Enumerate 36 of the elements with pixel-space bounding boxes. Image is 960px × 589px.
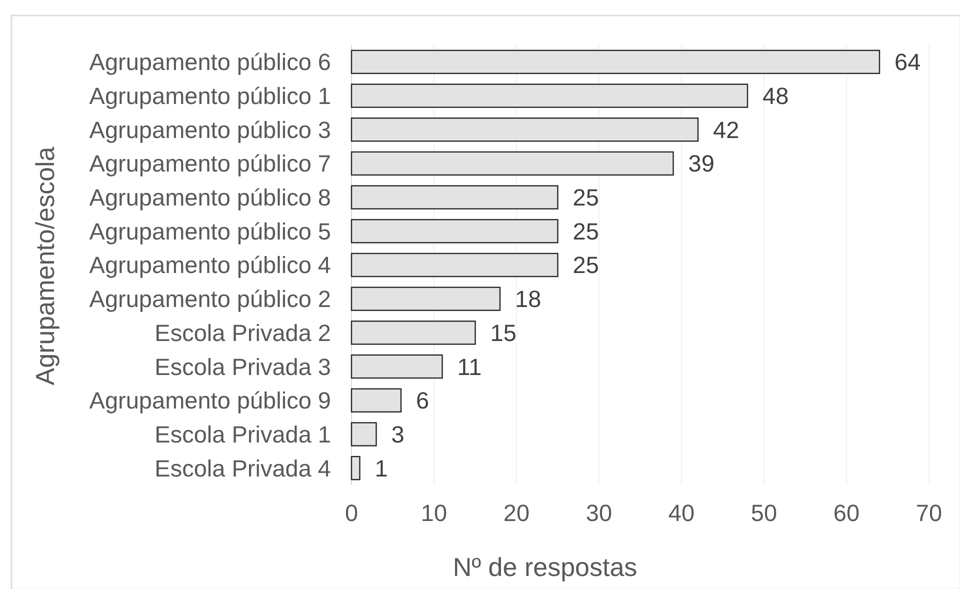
data-label: 25 [572, 218, 599, 244]
x-tick-label: 10 [420, 500, 448, 526]
x-axis-title: Nº de respostas [452, 552, 638, 582]
y-tick-label: Agrupamento público 9 [89, 388, 331, 414]
data-label: 64 [894, 49, 921, 76]
x-tick-label: 30 [586, 500, 612, 526]
x-tick-label: 70 [916, 500, 942, 526]
data-label: 25 [572, 252, 599, 278]
y-tick-label: Escola Privada 2 [154, 320, 331, 346]
data-label: 15 [490, 320, 516, 346]
x-tick-label: 50 [750, 500, 778, 526]
y-tick-label: Escola Privada 3 [154, 354, 331, 380]
y-tick-label: Agrupamento público 1 [89, 82, 331, 109]
y-axis-title: Agrupamento/escola [30, 146, 60, 386]
y-tick-label: Agrupamento público 8 [89, 184, 331, 211]
y-tick-label: Agrupamento público 6 [89, 49, 331, 76]
data-label: 18 [515, 286, 542, 312]
data-label: 6 [416, 388, 430, 414]
x-tick-label: 60 [833, 500, 860, 526]
x-tick-label: 0 [344, 500, 358, 526]
y-tick-label: Escola Privada 1 [154, 421, 331, 448]
data-label: 42 [713, 116, 740, 143]
x-tick-label: 40 [668, 500, 695, 526]
data-label: 39 [688, 150, 714, 177]
y-tick-label: Agrupamento público 7 [89, 150, 331, 177]
y-tick-label: Agrupamento público 4 [89, 252, 331, 278]
data-label: 1 [374, 455, 388, 482]
y-tick-label: Escola Privada 4 [154, 455, 331, 482]
x-tick-label: 20 [503, 500, 530, 526]
y-tick-label: Agrupamento público 5 [89, 218, 331, 244]
data-label: 25 [572, 184, 599, 211]
y-tick-label: Agrupamento público 3 [89, 116, 331, 143]
data-label: 48 [762, 82, 789, 109]
y-tick-label: Agrupamento público 2 [89, 286, 331, 312]
data-label: 11 [457, 354, 482, 380]
data-label: 3 [391, 421, 404, 448]
